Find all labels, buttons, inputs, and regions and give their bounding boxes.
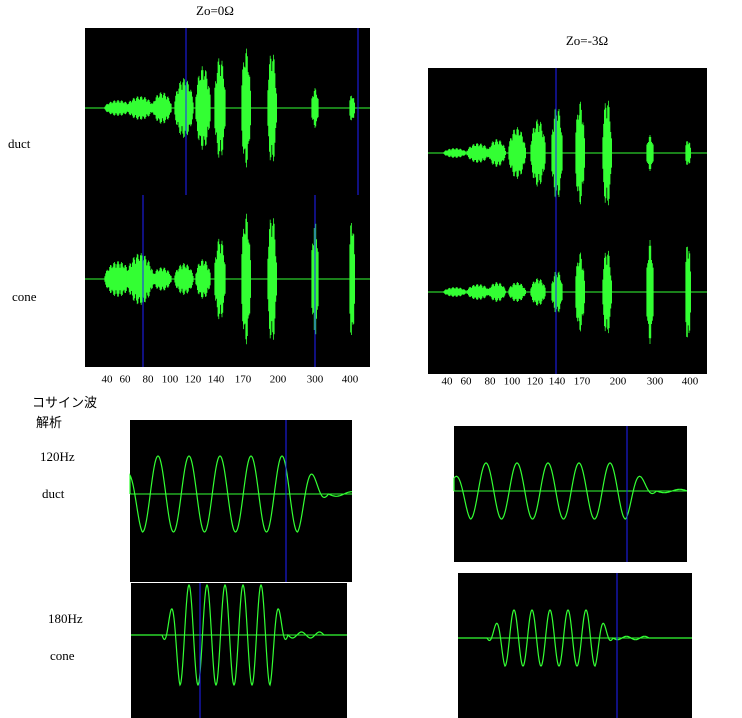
burst <box>241 213 251 345</box>
x-label: 80 <box>143 374 155 386</box>
scope-panel <box>131 583 347 718</box>
x-label: 400 <box>342 374 359 386</box>
burst <box>508 127 526 179</box>
x-label: 40 <box>442 376 454 388</box>
x-label: 300 <box>307 374 324 386</box>
burst <box>530 119 546 187</box>
x-label: 170 <box>235 374 252 386</box>
panel-title: Zo=-3Ω <box>566 33 608 48</box>
x-label: 200 <box>610 376 627 388</box>
scope-panel <box>428 68 707 374</box>
scope-panel <box>458 573 692 718</box>
burst <box>685 246 691 338</box>
x-label: 100 <box>162 374 179 386</box>
waveform <box>131 583 347 687</box>
burst <box>646 240 654 344</box>
burst <box>349 223 355 335</box>
x-label: 120 <box>527 376 544 388</box>
x-label: 140 <box>549 376 566 388</box>
burst <box>267 218 277 340</box>
burst <box>488 282 506 302</box>
burst <box>466 143 490 163</box>
x-label: 80 <box>485 376 497 388</box>
x-label: 170 <box>574 376 591 388</box>
x-label: 400 <box>682 376 699 388</box>
x-label: 60 <box>120 374 132 386</box>
burst <box>349 95 355 121</box>
burst <box>685 141 691 165</box>
burst <box>466 284 490 300</box>
burst <box>575 252 585 332</box>
waveform <box>458 609 692 667</box>
x-label: 60 <box>461 376 473 388</box>
cosine-label: duct <box>42 486 65 501</box>
scope-panel <box>85 28 370 367</box>
burst <box>267 54 277 162</box>
burst <box>443 287 467 297</box>
section-heading: コサイン波 <box>32 395 97 410</box>
burst <box>195 259 211 299</box>
burst <box>126 253 154 305</box>
scope-panel <box>130 420 352 582</box>
row-label: cone <box>12 289 37 304</box>
burst <box>152 267 172 291</box>
burst <box>152 92 172 124</box>
burst <box>551 271 563 313</box>
burst <box>174 78 194 138</box>
cosine-label: cone <box>50 648 75 663</box>
x-label: 140 <box>208 374 225 386</box>
burst <box>551 108 563 198</box>
burst <box>530 278 546 306</box>
burst <box>443 148 467 158</box>
x-label: 300 <box>647 376 664 388</box>
waveform <box>453 462 688 520</box>
burst <box>174 263 194 295</box>
burst <box>311 219 319 339</box>
burst <box>646 135 654 171</box>
burst <box>602 100 612 206</box>
burst <box>214 58 226 158</box>
section-heading: 解析 <box>36 415 62 430</box>
waveform <box>129 455 352 533</box>
panel-title: Zo=0Ω <box>196 3 234 18</box>
burst <box>126 96 154 120</box>
x-label: 40 <box>102 374 114 386</box>
cosine-label: 120Hz <box>40 449 75 464</box>
burst <box>488 139 506 167</box>
row-label: duct <box>8 136 31 151</box>
burst <box>508 282 526 302</box>
burst <box>311 88 319 128</box>
burst <box>602 250 612 334</box>
burst <box>214 238 226 320</box>
burst <box>241 48 251 168</box>
cosine-label: 180Hz <box>48 611 83 626</box>
burst <box>195 66 211 150</box>
x-label: 200 <box>270 374 287 386</box>
x-label: 100 <box>504 376 521 388</box>
burst <box>575 101 585 205</box>
x-label: 120 <box>185 374 202 386</box>
